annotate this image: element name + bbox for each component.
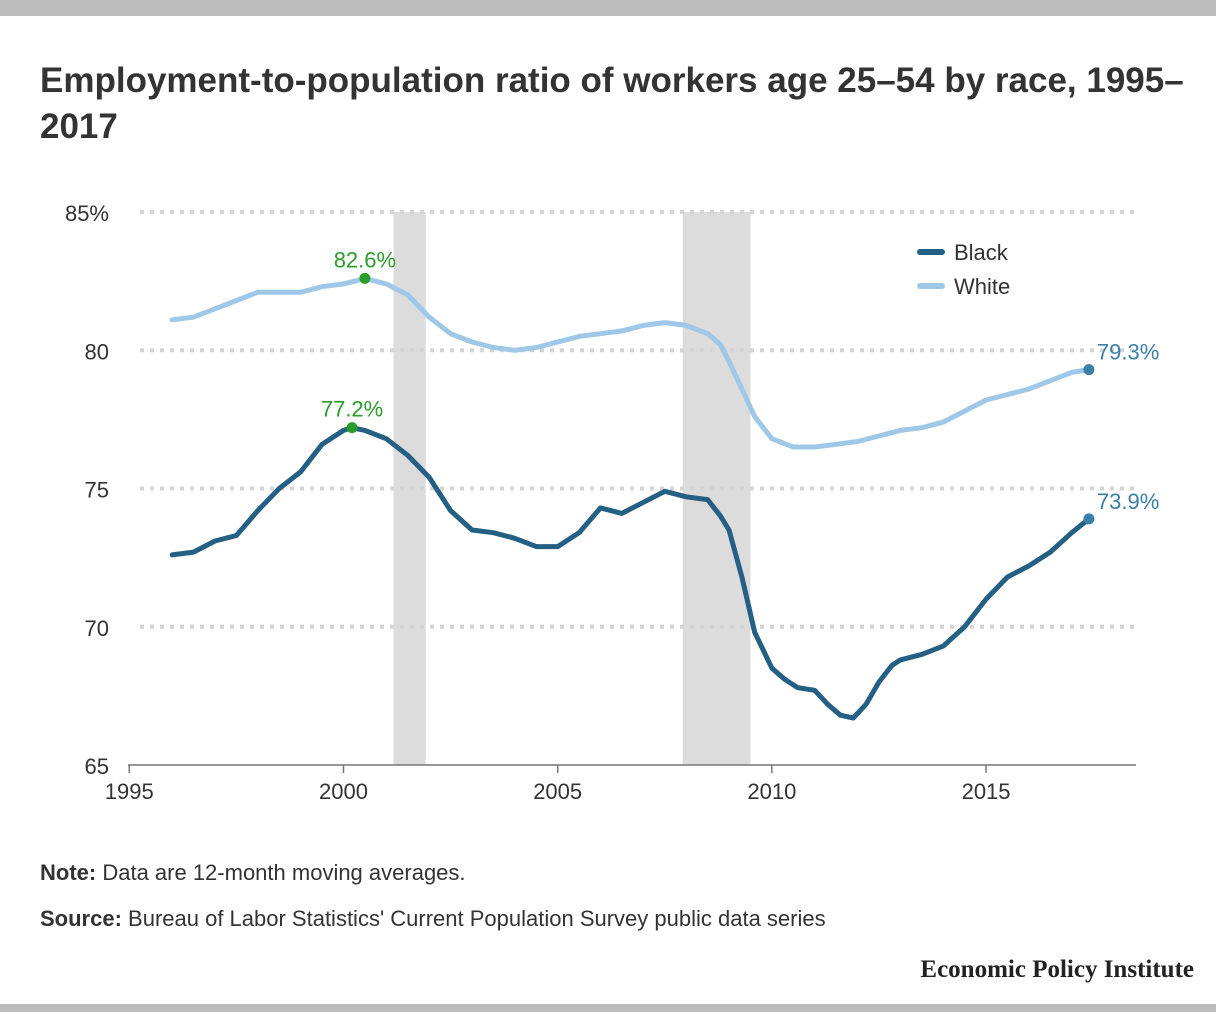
x-tick-label: 2005 xyxy=(533,779,582,804)
x-tick-label: 1995 xyxy=(105,779,154,804)
annotation-point xyxy=(1083,364,1095,376)
legend-label-black: Black xyxy=(954,240,1009,265)
publisher-logo: Economic Policy Institute xyxy=(920,956,1194,983)
source-label: Source: xyxy=(40,906,122,931)
annotation-label: 82.6% xyxy=(334,247,396,272)
note: Note: Data are 12-month moving averages. xyxy=(40,860,466,886)
top-bar xyxy=(0,0,1216,16)
annotation-label: 77.2% xyxy=(321,397,383,422)
y-tick-label: 65 xyxy=(85,754,109,779)
bottom-bar xyxy=(0,1004,1216,1012)
y-tick-label: 75 xyxy=(85,478,109,503)
chart-title: Employment-to-population ratio of worker… xyxy=(40,61,1184,146)
x-tick-label: 2015 xyxy=(962,779,1011,804)
source-text: Bureau of Labor Statistics' Current Popu… xyxy=(121,906,826,931)
source: Source: Bureau of Labor Statistics' Curr… xyxy=(40,906,826,932)
annotation-label: 73.9% xyxy=(1097,489,1159,514)
annotation-point xyxy=(346,422,358,434)
annotation-label: 79.3% xyxy=(1097,340,1159,365)
annotation-point xyxy=(359,272,371,284)
recession-band xyxy=(682,212,751,765)
series-line-black xyxy=(169,425,1092,721)
chart-area: 65 70 75 80 85% 1995 2000 2005 2010 2015 82.6% 77.2… xyxy=(65,201,1159,804)
legend-label-white: White xyxy=(954,274,1010,299)
series-line-white xyxy=(169,275,1092,450)
y-tick-label: 70 xyxy=(85,616,109,641)
y-tick-label: 85% xyxy=(65,201,109,226)
note-text: Data are 12-month moving averages. xyxy=(96,860,466,885)
x-tick-label: 2010 xyxy=(747,779,796,804)
x-tick-label: 2000 xyxy=(319,779,368,804)
annotation-point xyxy=(1083,513,1095,525)
note-label: Note: xyxy=(40,860,97,885)
y-tick-label: 80 xyxy=(85,339,109,364)
